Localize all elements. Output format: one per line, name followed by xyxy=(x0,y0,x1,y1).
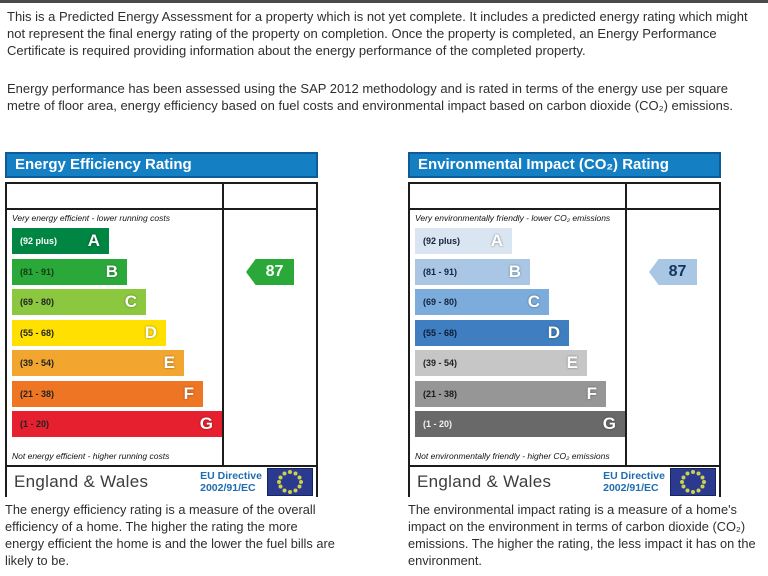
eu-directive-line2: 2002/91/EC xyxy=(603,482,659,494)
header-separator xyxy=(7,208,316,210)
band-range: (55 - 68) xyxy=(423,328,458,338)
band-d: (55 - 68) D xyxy=(12,320,166,346)
eu-directive-line1: EU Directive xyxy=(200,469,262,482)
band-range: (81 - 91) xyxy=(423,267,458,277)
band-letter: F xyxy=(183,384,194,403)
band-range: (92 plus) xyxy=(20,236,58,246)
eu-directive-line2: 2002/91/EC xyxy=(200,482,256,494)
band-range: (39 - 54) xyxy=(423,358,458,368)
region-label: England & Wales xyxy=(14,472,149,491)
band-range: (69 - 80) xyxy=(20,297,55,307)
band-range: (39 - 54) xyxy=(20,358,55,368)
eu-directive-line1: EU Directive xyxy=(603,469,665,482)
band-g: (1 - 20) G xyxy=(12,411,222,437)
band-letter: E xyxy=(163,353,175,372)
band-letter: F xyxy=(586,384,597,403)
top-border-line xyxy=(0,0,768,3)
band-letter: D xyxy=(144,323,157,342)
band-letter: C xyxy=(527,292,540,311)
chart-footer: England & Wales EU Directive 2002/91/EC xyxy=(7,465,316,497)
band-letter: E xyxy=(566,353,578,372)
chart-body: Very energy efficient - lower running co… xyxy=(5,182,318,497)
intro-paragraph-2: Energy performance has been assessed usi… xyxy=(7,81,733,113)
bottom-caption: Not energy efficient - higher running co… xyxy=(12,451,170,461)
bottom-caption: Not environmentally friendly - higher CO… xyxy=(415,451,610,461)
chart-footer: England & Wales EU Directive 2002/91/EC xyxy=(410,465,719,497)
chart-body: Very environmentally friendly - lower CO… xyxy=(408,182,721,497)
band-range: (21 - 38) xyxy=(423,389,458,399)
eu-flag-icon xyxy=(670,468,716,496)
band-g: (1 - 20) G xyxy=(415,411,625,437)
band-range: (1 - 20) xyxy=(423,419,453,429)
band-letter: B xyxy=(508,262,521,281)
band-b: (81 - 91) B xyxy=(415,259,530,285)
band-range: (81 - 91) xyxy=(20,267,55,277)
eu-directive-label: EU Directive 2002/91/EC xyxy=(200,470,262,494)
band-range: (21 - 38) xyxy=(20,389,55,399)
header-separator xyxy=(410,208,719,210)
band-range: (55 - 68) xyxy=(20,328,55,338)
band-letter: G xyxy=(602,414,616,433)
band-b: (81 - 91) B xyxy=(12,259,127,285)
region-label: England & Wales xyxy=(417,472,552,491)
top-caption: Very environmentally friendly - lower CO… xyxy=(415,213,611,223)
top-caption: Very energy efficient - lower running co… xyxy=(12,213,170,223)
chart-title: Environmental Impact (CO₂) Rating xyxy=(408,152,721,178)
band-e: (39 - 54) E xyxy=(415,350,587,376)
band-letter: D xyxy=(547,323,560,342)
band-c: (69 - 80) C xyxy=(12,289,146,315)
band-f: (21 - 38) F xyxy=(12,381,203,407)
rating-column-divider xyxy=(625,184,627,465)
band-e: (39 - 54) E xyxy=(12,350,184,376)
band-a: (92 plus) A xyxy=(12,228,109,254)
band-letter: C xyxy=(124,292,137,311)
current-rating-arrow: 87 xyxy=(649,259,697,285)
intro-paragraph-1: This is a Predicted Energy Assessment fo… xyxy=(7,9,748,58)
rating-column-divider xyxy=(222,184,224,465)
energy-efficiency-rating-chart: Energy Efficiency Rating Very energy eff… xyxy=(5,152,318,497)
band-letter: A xyxy=(87,231,100,250)
environmental-impact-description: The environmental impact rating is a mea… xyxy=(408,502,756,568)
eu-flag-icon xyxy=(267,468,313,496)
current-rating-arrow: 87 xyxy=(246,259,294,285)
band-d: (55 - 68) D xyxy=(415,320,569,346)
band-range: (1 - 20) xyxy=(20,419,50,429)
environmental-impact-rating-chart: Environmental Impact (CO₂) Rating Very e… xyxy=(408,152,721,497)
energy-efficiency-description: The energy efficiency rating is a measur… xyxy=(5,502,335,568)
band-range: (69 - 80) xyxy=(423,297,458,307)
band-letter: G xyxy=(199,414,213,433)
band-f: (21 - 38) F xyxy=(415,381,606,407)
band-letter: A xyxy=(490,231,503,250)
eu-directive-label: EU Directive 2002/91/EC xyxy=(603,470,665,494)
chart-title: Energy Efficiency Rating xyxy=(5,152,318,178)
band-range: (92 plus) xyxy=(423,236,461,246)
band-c: (69 - 80) C xyxy=(415,289,549,315)
band-a: (92 plus) A xyxy=(415,228,512,254)
band-letter: B xyxy=(105,262,118,281)
